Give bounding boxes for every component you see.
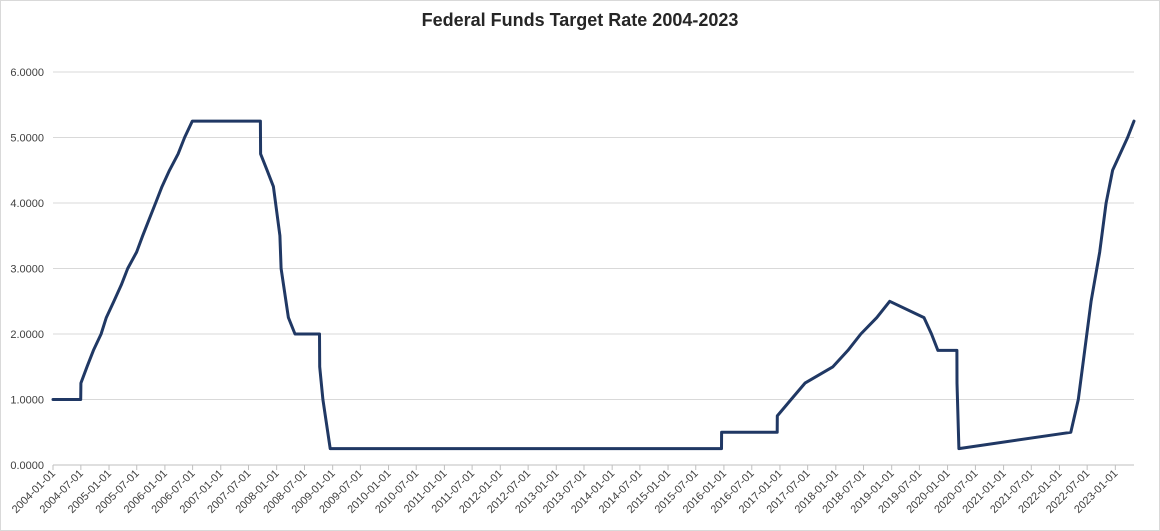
series-layer: [51, 119, 1136, 451]
y-tick-label: 3.0000: [10, 264, 44, 276]
y-axis-ticks: 0.0000 1.0000 2.0000 3.0000 4.0000 5.0000 6.00…: [10, 67, 44, 472]
gridlines: [53, 71, 1134, 400]
y-tick-label: 5.0000: [10, 133, 44, 145]
series-line: [51, 119, 1136, 451]
y-tick-label: 1.0000: [10, 395, 44, 407]
y-tick-label: 0.0000: [10, 460, 44, 472]
y-tick-label: 4.0000: [10, 198, 44, 210]
y-tick-label: 6.0000: [10, 67, 44, 79]
chart-title: Federal Funds Target Rate 2004-2023: [421, 10, 739, 30]
x-axis-ticks: 2004-01-012004-07-012005-01-012005-07-01…: [10, 465, 1120, 516]
y-tick-label: 2.0000: [10, 329, 44, 341]
